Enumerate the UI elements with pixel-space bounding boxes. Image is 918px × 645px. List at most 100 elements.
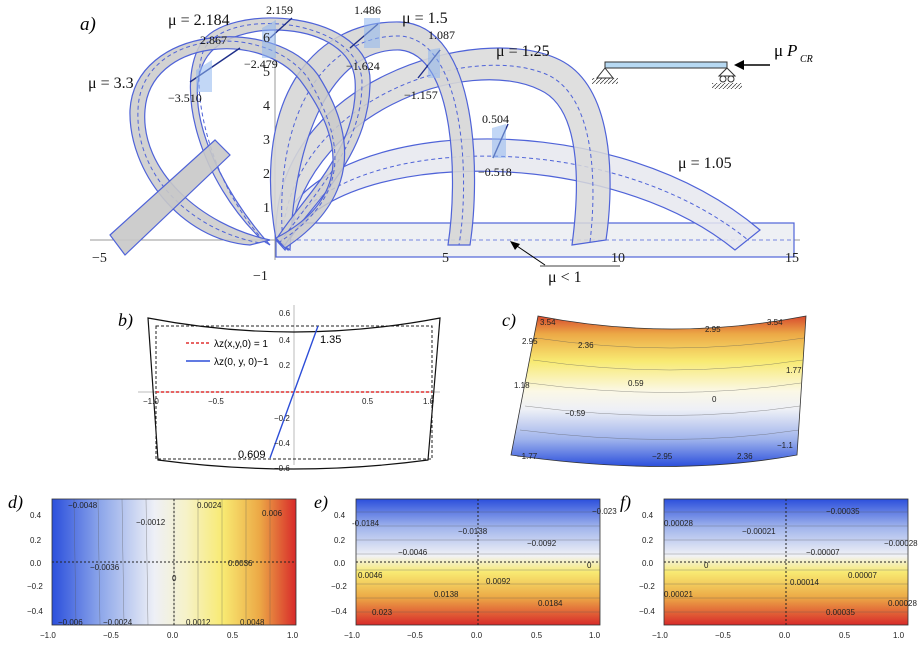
value-m0-518: −0.518: [478, 165, 512, 179]
c-label-8: 0: [712, 395, 717, 404]
b-xtick-m05: −0.5: [208, 397, 224, 406]
d-label-6: 0.0036: [228, 559, 253, 568]
e-ytick-4: −0.4: [331, 607, 347, 616]
mu-pointer: [513, 243, 546, 266]
band-mu-3-3: [109, 36, 346, 256]
f-xtick-4: 1.0: [893, 631, 905, 640]
c-label-2: 3.54: [767, 318, 783, 327]
section-highlights: [196, 18, 506, 158]
e-label-6: 0.0138: [434, 590, 459, 599]
band-mu-1-5: [269, 21, 476, 252]
panel-e-axis-ticks: 0.4 0.2 0.0 −0.2 −0.4 −1.0 −0.5 0.0 0.5 …: [331, 511, 601, 640]
panel-e-label: e): [314, 492, 328, 513]
panel-f-labels: 0.00028 −0.00035 −0.00021 −0.00007 0 0.0…: [664, 507, 918, 617]
mu-3-3-label: μ = 3.3: [88, 75, 134, 92]
f-xtick-3: 0.5: [839, 631, 851, 640]
d-label-7: −0.006: [58, 618, 83, 627]
panel-d: d) −0.0048 −0.0012 0.0024 0.006 −0.0036 …: [8, 492, 299, 640]
e-ytick-3: −0.2: [331, 582, 347, 591]
d-xtick-1: −0.5: [103, 631, 119, 640]
a-xtick-10: 10: [611, 251, 625, 266]
f-label-10: −0.00028: [884, 539, 918, 548]
mu-labels: μ = 3.3 μ = 2.184 μ = 1.5 μ = 1.25 μ = 1…: [88, 10, 732, 286]
panel-d-label: d): [8, 492, 23, 513]
d-ytick-1: 0.2: [30, 536, 42, 545]
mu-1-25-label: μ = 1.25: [496, 43, 550, 60]
f-label-0: 0.00028: [664, 519, 693, 528]
panel-a-label: a): [80, 14, 96, 35]
f-ytick-2: 0.0: [642, 559, 654, 568]
value-0-504: 0.504: [482, 112, 509, 126]
legend-lambda-1: λz(x,y,0) = 1: [214, 339, 268, 350]
value-m1-624: −1.624: [346, 59, 380, 73]
e-label-7: 0.0184: [538, 599, 563, 608]
contour-c-lines: [519, 337, 805, 440]
value-m2-479: −2.479: [244, 57, 278, 71]
c-label-13: 2.36: [737, 452, 753, 461]
panel-f-axis-ticks: 0.4 0.2 0.0 −0.2 −0.4 −1.0 −0.5 0.0 0.5 …: [639, 511, 905, 640]
c-label-9: −0.59: [565, 409, 586, 418]
panel-f-label: f): [620, 492, 631, 513]
d-xtick-2: 0.0: [167, 631, 179, 640]
d-xtick-0: −1.0: [40, 631, 56, 640]
c-label-10: −1.1: [777, 441, 793, 450]
f-label-6: 0.00007: [848, 571, 877, 580]
value-2-867: 2.867: [200, 33, 227, 47]
d-label-1: −0.0012: [136, 518, 166, 527]
b-annotation-0-609: 0.609: [238, 449, 266, 461]
panel-b-ticks: −1.0 −0.5 0.5 1.0 0.6 0.4 0.2 −0.2 −0.4 …: [143, 309, 435, 473]
pin-support: [595, 67, 615, 79]
value-1-087: 1.087: [428, 28, 455, 42]
e-xtick-0: −1.0: [344, 631, 360, 640]
e-label-1: −0.0138: [458, 527, 488, 536]
a-xtick-m5: −5: [92, 251, 107, 266]
d-ytick-0: 0.4: [30, 511, 42, 520]
c-label-12: −2.95: [652, 452, 673, 461]
beam: [604, 61, 728, 69]
panel-a-ticks: −5 5 10 15 −1 1 2 3 4 5 6: [92, 31, 799, 284]
roller-support: [717, 67, 737, 77]
e-label-2: −0.0092: [527, 539, 557, 548]
b-annotation-1-35: 1.35: [320, 334, 341, 346]
d-label-5: 0: [172, 574, 177, 583]
mu-lt-1-label: μ < 1: [548, 269, 582, 286]
e-xtick-1: −0.5: [407, 631, 423, 640]
a-ytick-m1: −1: [253, 269, 268, 284]
contour-c-field: [510, 315, 807, 467]
panel-c-labels: 3.54 2.95 3.54 2.95 2.36 1.77 1.18 0.59 …: [514, 318, 802, 461]
c-label-11: −1.77: [517, 452, 538, 461]
panel-d-axis-ticks: 0.4 0.2 0.0 −0.2 −0.4 −1.0 −0.5 0.0 0.5 …: [27, 511, 299, 640]
panel-c: c) 3.54 2.95 3.54 2.95 2.36 1.77 1.18 0.…: [502, 310, 807, 467]
e-label-10: −0.023: [592, 507, 617, 516]
f-label-9: 0.00028: [888, 599, 917, 608]
load-sub: CR: [800, 54, 813, 65]
b-ytick-m02: −0.2: [274, 414, 290, 423]
a-ytick-3: 3: [263, 133, 270, 148]
panel-e: e) -0.0184 −0.0138 −0.0092 −0.0046 0.004…: [314, 492, 617, 640]
e-xtick-2: 0.0: [471, 631, 483, 640]
d-label-10: 0.0048: [240, 618, 265, 627]
c-label-7: 0.59: [628, 379, 644, 388]
panel-a: a): [80, 3, 813, 286]
a-xtick-15: 15: [785, 251, 799, 266]
a-ytick-6: 6: [263, 31, 270, 46]
e-label-3: −0.0046: [398, 548, 428, 557]
d-ytick-2: 0.0: [30, 559, 42, 568]
f-label-5: 0.00014: [790, 578, 819, 587]
b-xtick-m1: −1.0: [143, 397, 159, 406]
a-xtick-5: 5: [442, 251, 449, 266]
load-mu: μ: [774, 41, 783, 60]
f-ytick-0: 0.4: [642, 511, 654, 520]
panel-b: b) λz(x,y,0) = 1 λz(0, y, 0)−1 −1.0 −0.5…: [118, 305, 441, 473]
f-ytick-1: 0.2: [642, 536, 654, 545]
e-label-0: -0.0184: [352, 519, 380, 528]
e-ytick-0: 0.4: [334, 511, 346, 520]
load-p: P: [786, 41, 797, 60]
panel-b-label: b): [118, 310, 133, 331]
mu-1-05-label: μ = 1.05: [678, 155, 732, 172]
c-label-0: 3.54: [540, 318, 556, 327]
value-m1-157: −1.157: [404, 88, 438, 102]
d-label-8: −0.0024: [103, 618, 133, 627]
f-xtick-0: −1.0: [652, 631, 668, 640]
e-xtick-3: 0.5: [531, 631, 543, 640]
